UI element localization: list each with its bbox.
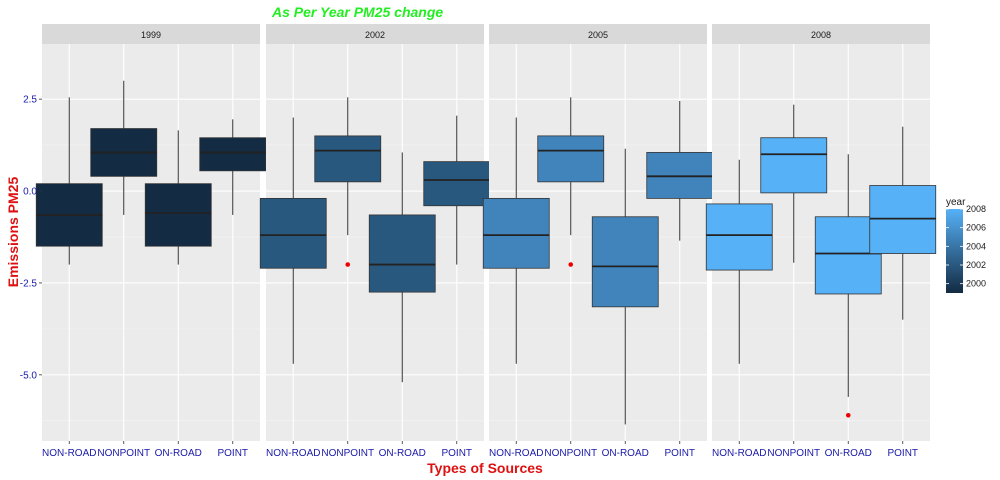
x-tick-label: NONPOINT <box>321 448 374 459</box>
facet-strip <box>712 24 930 44</box>
box-body <box>482 197 550 269</box>
facet-strip <box>266 24 484 44</box>
legend-label: 2006 <box>966 223 986 233</box>
box-point <box>869 126 937 320</box>
box-on-road <box>368 152 436 383</box>
legend-colorbar <box>946 209 963 293</box>
facet-panel-1999: 1999 NON-ROAD NONPOINT ON-ROAD POINT <box>35 24 267 459</box>
box-point <box>423 115 491 265</box>
box-point <box>646 100 714 241</box>
x-tick-label: POINT <box>887 448 918 459</box>
x-tick-label: NON-ROAD <box>712 448 766 459</box>
x-tick-label: NONPOINT <box>767 448 820 459</box>
legend-label: 2000 <box>966 279 986 289</box>
x-tick-label: NON-ROAD <box>42 448 96 459</box>
x-tick-label: NON-ROAD <box>266 448 320 459</box>
x-tick-label: POINT <box>217 448 248 459</box>
chart-title: As Per Year PM25 change <box>271 4 443 20</box>
outlier-point <box>345 262 351 267</box>
facet-strip-label: 1999 <box>141 30 161 40</box>
facet-panel-2008: 2008 NON-ROAD NONPOINT ON-ROAD POINT <box>705 24 937 459</box>
box-body <box>144 183 212 247</box>
y-axis: 2.5 0.0 -2.5 -5.0 <box>20 95 42 381</box>
box-body <box>314 135 382 183</box>
facet-panel-2005: 2005 NON-ROAD NONPOINT ON-ROAD POINT <box>482 24 714 459</box>
y-tick-label: -2.5 <box>20 278 38 289</box>
x-tick-label: ON-ROAD <box>602 448 649 459</box>
box-body <box>760 137 828 194</box>
box-nonpoint <box>537 97 605 267</box>
box-body <box>591 216 659 308</box>
box-body <box>423 161 491 207</box>
box-body <box>537 135 605 183</box>
facet-strip <box>42 24 260 44</box>
box-body <box>199 137 267 172</box>
x-tick-label: NONPOINT <box>97 448 150 459</box>
x-axis-title: Types of Sources <box>427 460 543 476</box>
x-tick-label: POINT <box>664 448 695 459</box>
facet-strip-label: 2005 <box>588 30 608 40</box>
facet-strip <box>489 24 707 44</box>
x-tick-label: NON-ROAD <box>489 448 543 459</box>
facet-strip-label: 2002 <box>365 30 385 40</box>
box-non-road <box>482 117 550 364</box>
x-tick-label: POINT <box>441 448 472 459</box>
y-axis-title: Emissions PM25 <box>5 177 21 288</box>
facet-strip-label: 2008 <box>811 30 831 40</box>
outlier-point <box>845 412 851 418</box>
box-point <box>199 119 267 215</box>
outlier-point <box>568 262 574 267</box>
box-nonpoint <box>90 80 158 215</box>
legend-title: year <box>946 197 966 208</box>
legend-label: 2008 <box>966 204 986 214</box>
box-on-road <box>144 130 212 265</box>
legend-label: 2002 <box>966 260 986 270</box>
x-tick-label: ON-ROAD <box>155 448 202 459</box>
x-tick-label: ON-ROAD <box>825 448 872 459</box>
box-body <box>705 203 773 271</box>
box-non-road <box>705 159 773 364</box>
x-tick-label: NONPOINT <box>544 448 597 459</box>
legend: year 2008 2006 2004 2002 2000 <box>946 197 986 293</box>
box-body <box>259 197 327 269</box>
y-tick-label: 2.5 <box>23 95 37 106</box>
box-body <box>646 152 714 199</box>
box-nonpoint <box>314 97 382 267</box>
box-non-road <box>259 117 327 364</box>
legend-label: 2004 <box>966 241 986 251</box>
box-body <box>368 214 436 293</box>
box-nonpoint <box>760 104 828 263</box>
y-tick-label: -5.0 <box>20 370 38 381</box>
box-body <box>869 185 937 254</box>
x-tick-label: ON-ROAD <box>379 448 426 459</box>
y-tick-label: 0.0 <box>23 187 37 198</box>
box-on-road <box>591 148 659 425</box>
box-non-road <box>35 97 103 265</box>
box-on-road <box>814 154 882 418</box>
facet-panel-2002: 2002 NON-ROAD NONPOINT ON-ROAD POINT <box>259 24 491 459</box>
